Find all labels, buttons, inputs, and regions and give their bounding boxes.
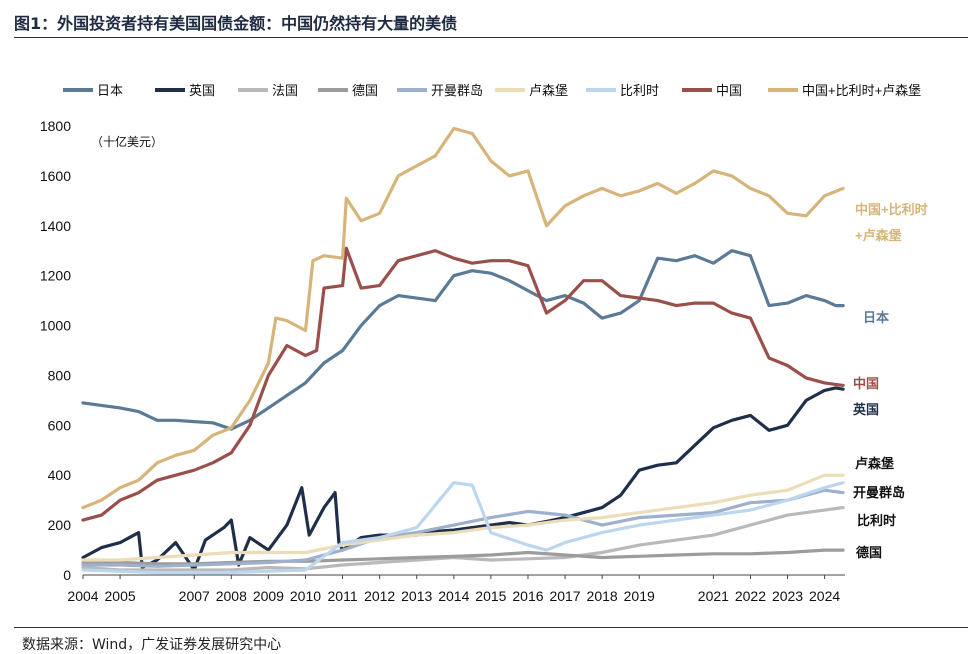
- x-tick-label: 2005: [105, 588, 136, 604]
- y-tick-label: 400: [48, 467, 72, 483]
- x-tick-label: 2010: [290, 588, 321, 604]
- series-end-label: 比利时: [857, 513, 896, 528]
- series-end-label: 英国: [852, 402, 879, 417]
- x-tick-label: 2017: [549, 588, 580, 604]
- y-tick-label: 1400: [40, 218, 71, 234]
- series-end-label: 德国: [856, 545, 882, 560]
- series-line: [81, 246, 845, 522]
- series-end-label: 卢森堡: [855, 456, 894, 471]
- x-tick-label: 2019: [624, 588, 655, 604]
- x-tick-label: 2022: [735, 588, 766, 604]
- chart-title: 图1：外国投资者持有美国国债金额：中国仍然持有大量的美债: [14, 14, 458, 33]
- legend-label: 德国: [352, 83, 378, 98]
- legend-label: 比利时: [620, 83, 659, 98]
- title-divider: [14, 37, 968, 38]
- y-tick-label: 800: [48, 367, 72, 383]
- x-tick-label: 2014: [438, 588, 469, 604]
- legend-label: 日本: [97, 83, 123, 98]
- x-tick-label: 2008: [216, 588, 247, 604]
- series-line: [81, 506, 845, 572]
- series-end-label: 开曼群岛: [853, 485, 905, 500]
- series-line: [81, 473, 845, 562]
- legend-label: 中国+比利时+卢森堡: [802, 83, 921, 98]
- x-tick-label: 2018: [587, 588, 618, 604]
- x-tick-label: 2015: [475, 588, 506, 604]
- y-tick-label: 1200: [40, 268, 71, 284]
- legend-label: 英国: [189, 83, 215, 98]
- legend-label: 中国: [716, 83, 742, 98]
- axes: 0 200 400 600 800 1000 1200 1400 1600 1800 （十亿美元） 2…: [40, 118, 845, 604]
- y-tick-label: 1800: [40, 118, 71, 134]
- x-tick-label: 2004: [67, 588, 98, 604]
- x-tick-label: 2007: [179, 588, 210, 604]
- series-lines: [81, 126, 845, 575]
- series-end-label: 日本: [863, 310, 889, 325]
- y-tick-label: 200: [48, 517, 72, 533]
- legend: 日本 英国 法国 德国 开曼群岛 卢森堡 比利时 中国 中国+比利时+卢森堡: [63, 83, 921, 98]
- series-line: [81, 386, 845, 572]
- x-tick-label: 2024: [809, 588, 840, 604]
- series-line: [81, 126, 845, 510]
- x-tick-label: 2021: [698, 588, 729, 604]
- series-line: [81, 488, 845, 568]
- y-unit-label: （十亿美元）: [91, 134, 163, 149]
- series-line: [81, 481, 845, 575]
- series-end-label: 中国+比利时: [855, 202, 928, 217]
- source-divider: [14, 627, 968, 628]
- x-tick-label: 2023: [772, 588, 803, 604]
- legend-label: 开曼群岛: [431, 83, 483, 98]
- x-tick-label: 2012: [364, 588, 395, 604]
- x-tick-label: 2009: [253, 588, 284, 604]
- y-tick-label: 0: [63, 567, 71, 583]
- series-end-label: 中国: [853, 376, 879, 391]
- y-tick-label: 1000: [40, 318, 71, 334]
- y-tick-label: 600: [48, 417, 72, 433]
- series-end-label: +卢森堡: [855, 228, 902, 243]
- legend-label: 法国: [272, 83, 298, 98]
- y-tick-label: 1600: [40, 168, 71, 184]
- legend-label: 卢森堡: [529, 83, 568, 98]
- source-note: 数据来源：Wind，广发证券发展研究中心: [22, 637, 282, 653]
- x-tick-label: 2013: [401, 588, 432, 604]
- series-line: [81, 249, 845, 431]
- x-tick-label: 2011: [328, 588, 358, 604]
- x-tick-label: 2016: [512, 588, 543, 604]
